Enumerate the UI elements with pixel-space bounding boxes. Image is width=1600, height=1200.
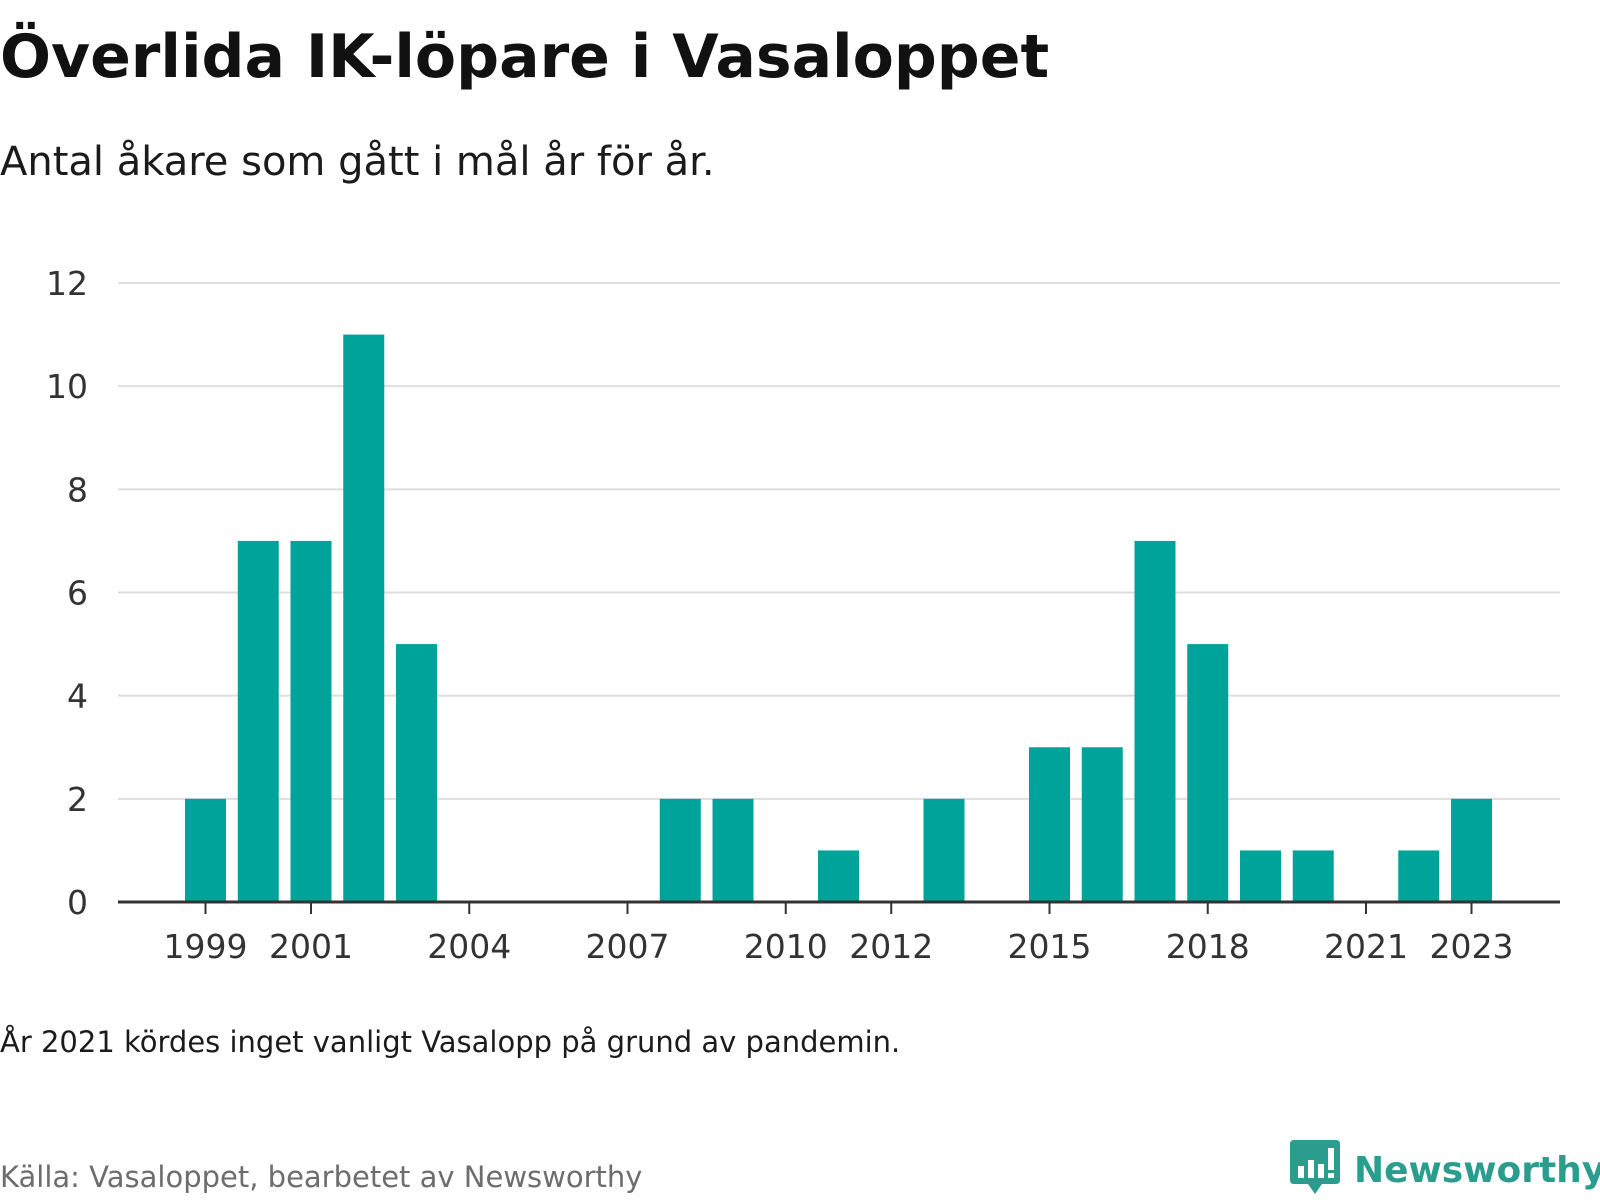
x-axis-ticks: 1999 2001 2004 2007 2010 2012 2015 2018 2021 2023 <box>164 902 1514 966</box>
bar-chart: 0 2 4 6 8 10 12 1999 2001 2004 2007 2010 2012 2015 20… <box>46 264 1560 966</box>
x-tick-label: 2023 <box>1430 927 1514 966</box>
bar-2023 <box>1451 798 1492 902</box>
bar-2008 <box>659 798 701 902</box>
x-tick-label: 2018 <box>1166 927 1250 966</box>
bar-2011 <box>818 850 859 902</box>
chart-subtitle: Antal åkare som gått i mål år för år. <box>0 139 715 185</box>
x-tick-label: 2001 <box>269 927 353 966</box>
bar-2020 <box>1292 850 1334 902</box>
bar-2016 <box>1081 747 1123 902</box>
bars <box>185 334 1492 902</box>
y-tick-label: 0 <box>67 883 88 922</box>
x-tick-label: 2004 <box>427 927 511 966</box>
x-tick-label: 2021 <box>1324 927 1408 966</box>
bar-1999 <box>185 798 226 902</box>
newsworthy-logo[interactable]: Newsworthy <box>1290 1140 1600 1200</box>
x-tick-label: 2012 <box>849 927 933 966</box>
newsworthy-bar-chart-bubble-icon <box>1290 1140 1340 1194</box>
x-tick-label: 2015 <box>1008 927 1092 966</box>
bar-2009 <box>712 798 754 902</box>
x-tick-label: 2010 <box>744 927 828 966</box>
source-credit: Källa: Vasaloppet, bearbetet av Newswort… <box>0 1160 643 1194</box>
y-tick-label: 8 <box>67 470 88 509</box>
bar-2013 <box>923 798 965 902</box>
x-tick-label: 2007 <box>586 927 670 966</box>
bar-2000 <box>237 540 279 902</box>
y-tick-label: 2 <box>67 780 88 819</box>
bar-2003 <box>396 644 437 902</box>
y-tick-label: 10 <box>46 367 88 406</box>
gridlines <box>118 282 1560 800</box>
y-tick-label: 6 <box>67 574 88 613</box>
y-tick-label: 12 <box>46 264 88 303</box>
bar-2015 <box>1029 747 1070 902</box>
bar-2022 <box>1398 850 1440 902</box>
bar-2002 <box>343 334 385 902</box>
chart-note: År 2021 kördes inget vanligt Vasalopp på… <box>0 1025 901 1059</box>
bar-2001 <box>290 540 332 902</box>
y-axis-tick-labels: 0 2 4 6 8 10 12 <box>46 264 88 922</box>
bar-2017 <box>1134 540 1176 902</box>
bar-2018 <box>1187 644 1229 902</box>
chart-title: Överlida IK-löpare i Vasaloppet <box>0 22 1050 92</box>
y-tick-label: 4 <box>67 677 88 716</box>
brand-name: Newsworthy <box>1354 1149 1600 1191</box>
x-tick-label: 1999 <box>164 927 248 966</box>
bar-2019 <box>1240 850 1281 902</box>
